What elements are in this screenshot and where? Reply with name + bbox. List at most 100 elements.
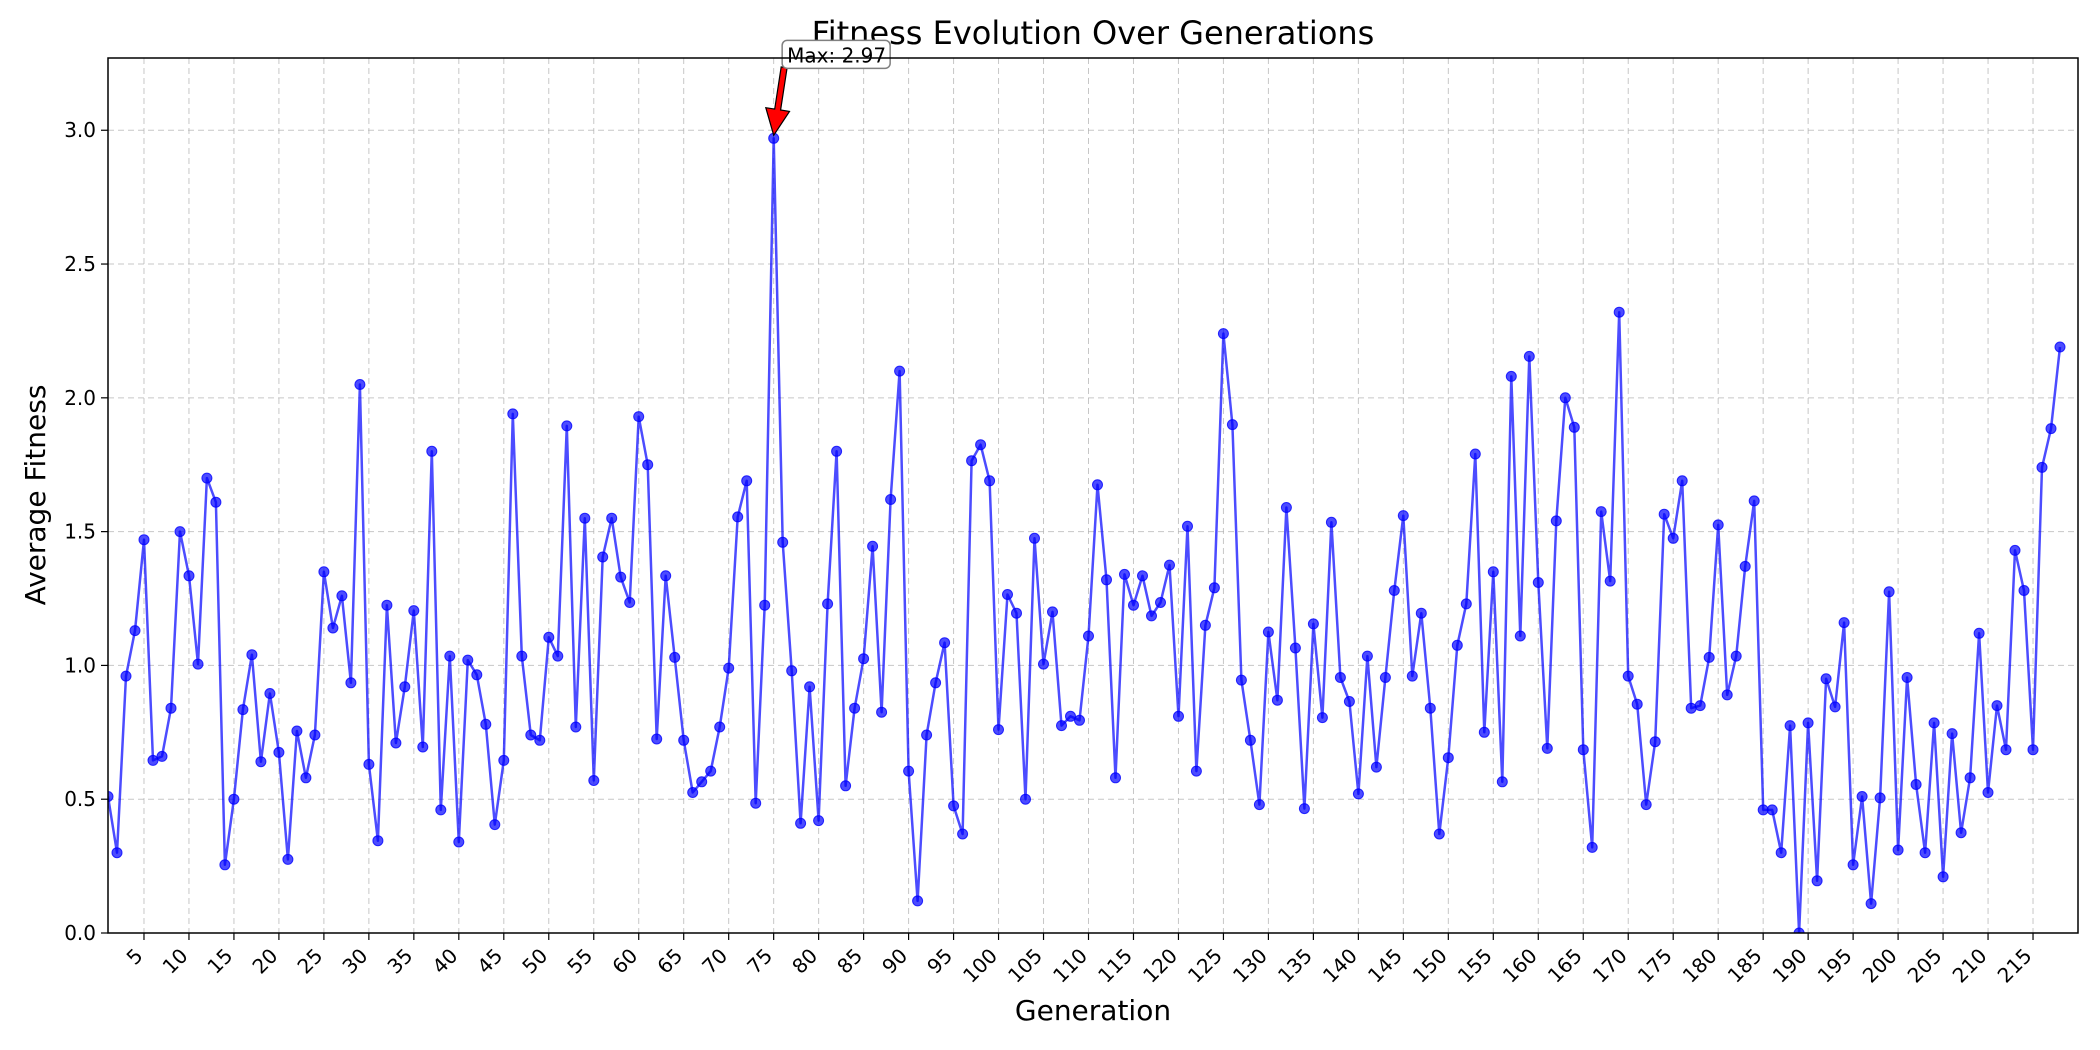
data-point [1721,689,1733,701]
x-tick-label: 195 [1813,944,1857,988]
data-point [1973,627,1985,639]
grid-lines [108,58,2078,934]
series-line [108,137,2062,933]
data-point [1343,696,1355,707]
data-point [1226,419,1238,431]
y-axis-ticks: 0.0 0.5 1.0 1.5 2.0 2.5 3.0 [64,118,108,945]
data-point [1173,710,1184,722]
data-point [1955,827,1967,839]
data-point [1478,726,1490,738]
x-tick-label: 165 [1543,944,1587,988]
data-point [1155,597,1166,608]
data-point [1056,720,1067,732]
data-point [786,665,798,677]
x-tick-label: 175 [1633,944,1677,988]
data-point [1146,610,1157,622]
x-tick-label: 70 [697,944,732,979]
data-point [1101,574,1112,586]
plot-frame [107,57,2079,934]
y-tick-label: 0.0 [64,921,96,945]
data-point [381,599,393,611]
data-point [1020,793,1031,805]
data-point [633,411,645,423]
data-point [183,570,195,582]
data-point [534,734,546,746]
data-point [165,702,177,714]
data-point [1235,674,1247,686]
data-point [210,496,222,508]
data-point [1415,607,1427,619]
x-tick-label: 190 [1768,944,1812,988]
y-tick-label: 2.0 [64,386,96,410]
series-layer [108,132,2066,933]
data-point [246,649,258,661]
data-point [471,669,483,681]
y-axis-title: Average Fitness [19,385,52,606]
data-point [417,741,429,753]
data-point [1694,700,1706,712]
data-point [435,804,447,816]
data-point [372,835,384,847]
x-tick-label: 155 [1453,944,1497,988]
data-point [273,746,285,758]
data-point [2009,544,2021,556]
data-point [741,475,753,487]
data-point [588,775,600,786]
data-point [108,791,114,802]
data-point [984,475,996,487]
data-point [1119,568,1130,580]
data-point [1802,717,1814,729]
data-point [120,670,132,682]
x-tick-label: 170 [1588,944,1632,988]
data-point [687,787,699,798]
max-annotation-box [781,39,891,70]
data-point [1325,516,1337,528]
data-point [885,494,897,505]
data-point [237,704,249,716]
data-point [1766,804,1778,816]
data-point [1631,698,1643,710]
data-point [1937,871,1949,883]
data-point [408,605,420,617]
x-tick-label: 185 [1723,944,1767,988]
x-tick-label: 130 [1228,944,1272,988]
data-point [1182,520,1193,532]
x-tick-label: 45 [472,944,507,979]
data-point [453,836,465,848]
data-point [1793,927,1805,933]
data-point [201,472,213,484]
data-point [1011,607,1022,619]
data-point [894,365,906,377]
data-point [1577,744,1589,756]
data-point [1892,844,1904,856]
data-point [2027,744,2039,756]
data-point [1074,714,1085,726]
data-point [1748,495,1760,507]
data-point [1712,519,1724,531]
x-tick-label: 30 [337,944,372,979]
data-point [624,597,636,608]
max-annotation-label: Max: 2.97 [787,43,886,67]
data-point [1487,566,1499,578]
data-point [2000,744,2012,756]
data-point [723,662,735,674]
data-point [660,570,672,582]
data-point [1397,510,1409,522]
data-point [498,754,510,766]
data-point [192,658,204,670]
data-point [696,776,708,788]
data-point [939,637,951,649]
data-point [1361,650,1373,662]
x-tick-label: 125 [1183,944,1227,988]
data-point [426,445,438,457]
data-point [282,853,294,865]
data-point [1586,841,1598,853]
data-point [1271,694,1283,706]
data-point [1595,506,1607,518]
data-point [354,379,366,390]
data-point [1469,448,1481,460]
data-point [1622,670,1634,682]
data-point [1811,875,1823,887]
data-point [1856,791,1868,802]
data-point [156,750,168,762]
